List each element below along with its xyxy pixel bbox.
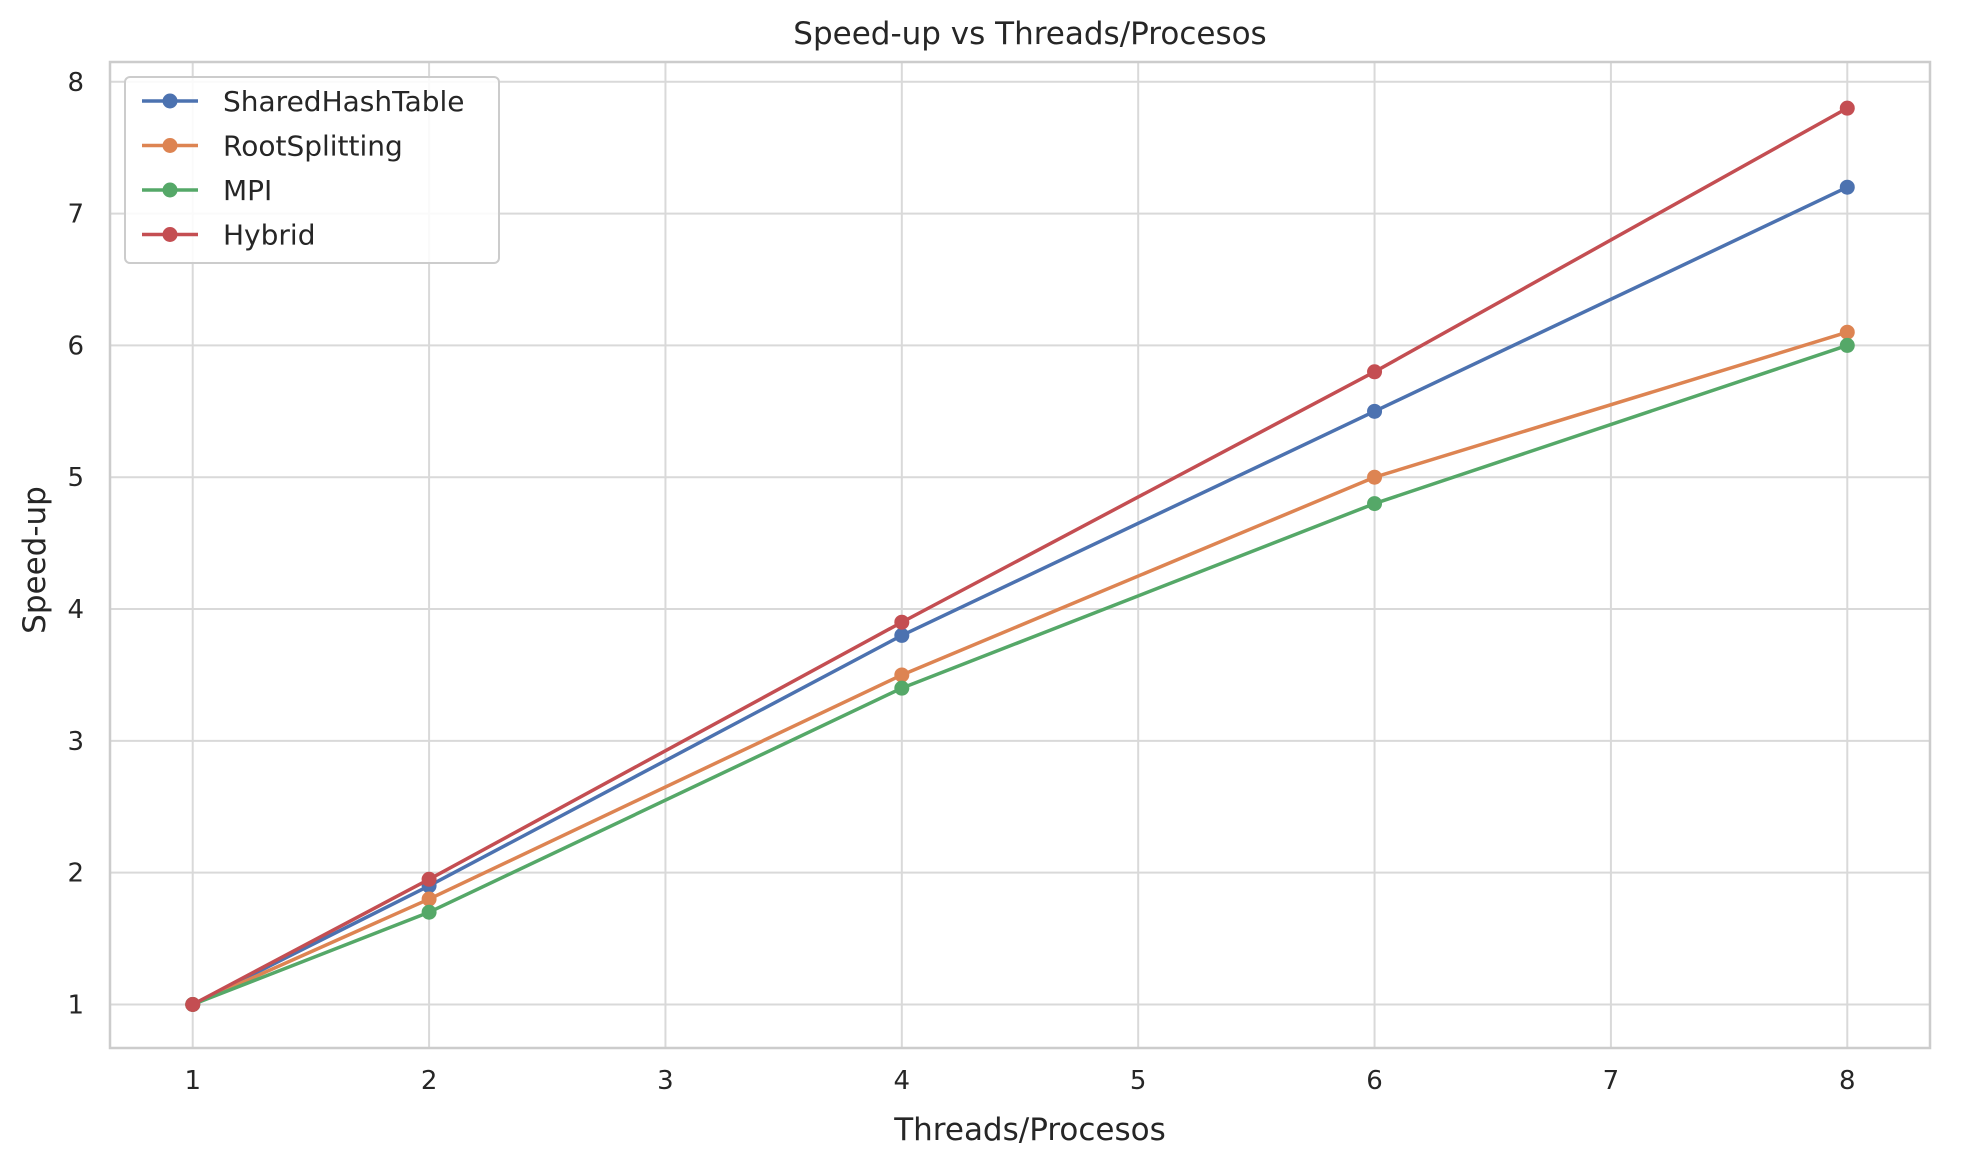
- x-tick-label: 2: [421, 1066, 438, 1096]
- legend-marker: [162, 227, 178, 242]
- chart-title: Speed-up vs Threads/Procesos: [793, 16, 1266, 52]
- y-tick-label: 4: [67, 595, 84, 625]
- data-point: [1367, 469, 1383, 485]
- x-tick-label: 5: [1130, 1066, 1147, 1096]
- data-point: [1839, 100, 1855, 116]
- data-point: [1367, 403, 1383, 419]
- x-tick-label: 7: [1603, 1066, 1620, 1096]
- legend-box: [124, 76, 500, 264]
- legend-label: SharedHashTable: [223, 85, 465, 118]
- x-tick-label: 6: [1366, 1066, 1383, 1096]
- x-tick-label: 8: [1839, 1066, 1856, 1096]
- y-tick-label: 8: [67, 68, 84, 98]
- y-tick-label: 2: [67, 859, 84, 889]
- y-tick-label: 6: [67, 331, 84, 361]
- data-point: [185, 997, 201, 1012]
- data-point: [1839, 324, 1855, 340]
- legend-item: MPI: [142, 174, 272, 207]
- y-tick-label: 3: [67, 727, 84, 757]
- legend-marker: [162, 93, 178, 109]
- legend-label: RootSplitting: [223, 130, 403, 163]
- data-point: [894, 614, 910, 630]
- data-point: [1839, 337, 1855, 353]
- data-point: [894, 667, 910, 683]
- data-point: [1367, 496, 1383, 512]
- legend-marker: [162, 182, 178, 198]
- data-point: [894, 680, 910, 696]
- data-point: [421, 904, 437, 920]
- legend-item: SharedHashTable: [142, 85, 465, 118]
- series-rootsplitting: [185, 324, 1855, 1012]
- legend-marker: [162, 138, 178, 153]
- x-axis-title: Threads/Procesos: [893, 1112, 1166, 1148]
- series-hybrid: [185, 100, 1855, 1012]
- legend-item: RootSplitting: [142, 130, 403, 163]
- data-point: [1839, 179, 1855, 195]
- series: [185, 100, 1855, 1012]
- legend-item: Hybrid: [142, 219, 315, 252]
- y-tick-label: 1: [67, 991, 84, 1021]
- x-tick-label: 4: [894, 1066, 911, 1096]
- grid: [110, 62, 1930, 1048]
- x-tick-label: 1: [184, 1066, 201, 1096]
- x-tick-label: 3: [657, 1066, 674, 1096]
- data-point: [894, 627, 910, 643]
- y-axis-ticks: 1 2 3 4 5 6 7 8: [67, 68, 84, 1021]
- data-point: [1367, 364, 1383, 380]
- data-point: [421, 891, 437, 907]
- x-axis-ticks: 1 2 3 4 5 6 7 8: [184, 1066, 1855, 1096]
- data-point: [421, 871, 437, 887]
- legend-label: Hybrid: [223, 219, 315, 252]
- y-tick-label: 7: [67, 200, 84, 230]
- y-tick-label: 5: [67, 463, 84, 493]
- plot-frame: [108, 60, 1932, 1050]
- y-axis-title: Speed-up: [17, 486, 53, 634]
- legend: SharedHashTable RootSplitting MPI Hybrid: [124, 76, 500, 264]
- legend-label: MPI: [223, 174, 272, 207]
